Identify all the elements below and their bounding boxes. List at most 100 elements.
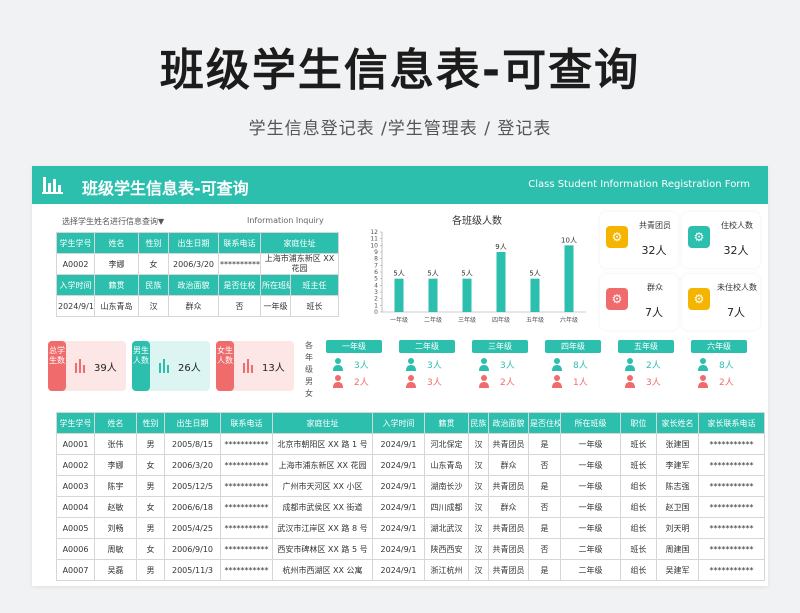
table-cell[interactable]: 汉: [468, 475, 489, 497]
table-cell[interactable]: 班长: [620, 433, 657, 455]
table-cell[interactable]: ***********: [698, 559, 765, 581]
table-cell[interactable]: 组长: [620, 517, 657, 539]
table-cell[interactable]: 男: [136, 475, 165, 497]
table-cell[interactable]: 李建军: [656, 454, 699, 476]
table-row[interactable]: A0001 张伟男 2005/8/15 *********** 北京市朝阳区 XX 路 …: [56, 433, 765, 455]
table-cell[interactable]: 2005/11/3: [164, 559, 221, 581]
table-cell[interactable]: 共青团员: [488, 559, 529, 581]
table-cell[interactable]: 群众: [488, 496, 529, 518]
table-cell[interactable]: 2005/12/5: [164, 475, 221, 497]
table-cell[interactable]: 是: [528, 433, 561, 455]
table-cell[interactable]: 山东青岛: [424, 454, 469, 476]
query-cell[interactable]: 群众: [168, 295, 219, 317]
table-cell[interactable]: 男: [136, 433, 165, 455]
table-cell[interactable]: 陈志强: [656, 475, 699, 497]
table-cell[interactable]: 李娜: [94, 454, 137, 476]
table-cell[interactable]: 汉: [468, 538, 489, 560]
table-cell[interactable]: 北京市朝阳区 XX 路 1 号: [272, 433, 373, 455]
student-name-dropdown[interactable]: 选择学生姓名进行信息查询▼: [62, 217, 165, 226]
query-cell[interactable]: 否: [218, 295, 261, 317]
table-cell[interactable]: 班长: [620, 538, 657, 560]
table-cell[interactable]: 吴磊: [94, 559, 137, 581]
table-cell[interactable]: 汉: [468, 433, 489, 455]
table-row[interactable]: A0002 李娜女 2006/3/20 *********** 上海市浦东新区 XX 花…: [56, 454, 765, 476]
table-cell[interactable]: 汉: [468, 559, 489, 581]
table-cell[interactable]: A0004: [56, 496, 95, 518]
table-cell[interactable]: 女: [136, 496, 165, 518]
table-cell[interactable]: 赵卫国: [656, 496, 699, 518]
table-cell[interactable]: 2024/9/1: [372, 538, 425, 560]
table-cell[interactable]: 一年级: [560, 433, 621, 455]
table-cell[interactable]: ***********: [698, 475, 765, 497]
table-cell[interactable]: 二年级: [560, 559, 621, 581]
query-cell[interactable]: 班长: [290, 295, 339, 317]
table-cell[interactable]: 是: [528, 475, 561, 497]
table-cell[interactable]: A0006: [56, 538, 95, 560]
table-cell[interactable]: A0005: [56, 517, 95, 539]
table-cell[interactable]: 否: [528, 454, 561, 476]
table-cell[interactable]: 2005/4/25: [164, 517, 221, 539]
table-cell[interactable]: 河北保定: [424, 433, 469, 455]
table-cell[interactable]: 西安市碑林区 XX 路 5 号: [272, 538, 373, 560]
table-cell[interactable]: 周敏: [94, 538, 137, 560]
table-cell[interactable]: 群众: [488, 454, 529, 476]
table-cell[interactable]: ***********: [220, 517, 273, 539]
query-cell[interactable]: 2024/9/1: [56, 295, 95, 317]
table-cell[interactable]: 否: [528, 496, 561, 518]
table-cell[interactable]: 汉: [468, 496, 489, 518]
table-row[interactable]: A0007 吴磊男 2005/11/3 *********** 杭州市西湖区 XX 公寓…: [56, 559, 765, 581]
table-cell[interactable]: 组长: [620, 559, 657, 581]
table-cell[interactable]: 女: [136, 454, 165, 476]
table-cell[interactable]: ***********: [220, 559, 273, 581]
table-cell[interactable]: 成都市武侯区 XX 街道: [272, 496, 373, 518]
table-cell[interactable]: 2006/9/10: [164, 538, 221, 560]
table-cell[interactable]: 2006/3/20: [164, 454, 221, 476]
table-cell[interactable]: 2024/9/1: [372, 496, 425, 518]
table-cell[interactable]: 汉: [468, 517, 489, 539]
table-cell[interactable]: ***********: [698, 517, 765, 539]
table-cell[interactable]: 二年级: [560, 538, 621, 560]
table-cell[interactable]: 武汉市江岸区 XX 路 8 号: [272, 517, 373, 539]
table-cell[interactable]: 张建国: [656, 433, 699, 455]
query-cell[interactable]: 2006/3/20: [168, 253, 219, 275]
table-cell[interactable]: 是: [528, 559, 561, 581]
table-cell[interactable]: ***********: [220, 454, 273, 476]
table-cell[interactable]: 2024/9/1: [372, 517, 425, 539]
table-cell[interactable]: 上海市浦东新区 XX 花园: [272, 454, 373, 476]
table-cell[interactable]: 共青团员: [488, 538, 529, 560]
table-cell[interactable]: A0002: [56, 454, 95, 476]
table-row[interactable]: A0006 周敏女 2006/9/10 *********** 西安市碑林区 XX 路 …: [56, 538, 765, 560]
table-cell[interactable]: 湖南长沙: [424, 475, 469, 497]
table-cell[interactable]: 男: [136, 517, 165, 539]
table-cell[interactable]: 陕西西安: [424, 538, 469, 560]
table-cell[interactable]: 汉: [468, 454, 489, 476]
query-cell[interactable]: A0002: [56, 253, 95, 275]
table-cell[interactable]: ***********: [698, 496, 765, 518]
table-cell[interactable]: A0003: [56, 475, 95, 497]
table-cell[interactable]: 否: [528, 538, 561, 560]
query-cell[interactable]: 一年级: [260, 295, 291, 317]
table-cell[interactable]: 男: [136, 559, 165, 581]
table-cell[interactable]: 组长: [620, 496, 657, 518]
table-cell[interactable]: 刘畅: [94, 517, 137, 539]
table-cell[interactable]: 2024/9/1: [372, 475, 425, 497]
table-row[interactable]: A0003 陈宇男 2005/12/5 *********** 广州市天河区 XX 小区…: [56, 475, 765, 497]
table-cell[interactable]: 张伟: [94, 433, 137, 455]
table-cell[interactable]: 一年级: [560, 496, 621, 518]
table-cell[interactable]: A0001: [56, 433, 95, 455]
table-cell[interactable]: 周建国: [656, 538, 699, 560]
table-cell[interactable]: 共青团员: [488, 433, 529, 455]
table-cell[interactable]: 一年级: [560, 454, 621, 476]
table-cell[interactable]: 赵敏: [94, 496, 137, 518]
table-cell[interactable]: 2024/9/1: [372, 433, 425, 455]
table-cell[interactable]: 共青团员: [488, 517, 529, 539]
query-cell[interactable]: 汉: [138, 295, 169, 317]
table-cell[interactable]: 2005/8/15: [164, 433, 221, 455]
table-cell[interactable]: 共青团员: [488, 475, 529, 497]
table-cell[interactable]: ***********: [220, 496, 273, 518]
table-cell[interactable]: 组长: [620, 475, 657, 497]
table-cell[interactable]: 是: [528, 517, 561, 539]
table-cell[interactable]: ***********: [698, 454, 765, 476]
table-row[interactable]: A0004 赵敏女 2006/6/18 *********** 成都市武侯区 XX 街道…: [56, 496, 765, 518]
table-cell[interactable]: ***********: [220, 433, 273, 455]
